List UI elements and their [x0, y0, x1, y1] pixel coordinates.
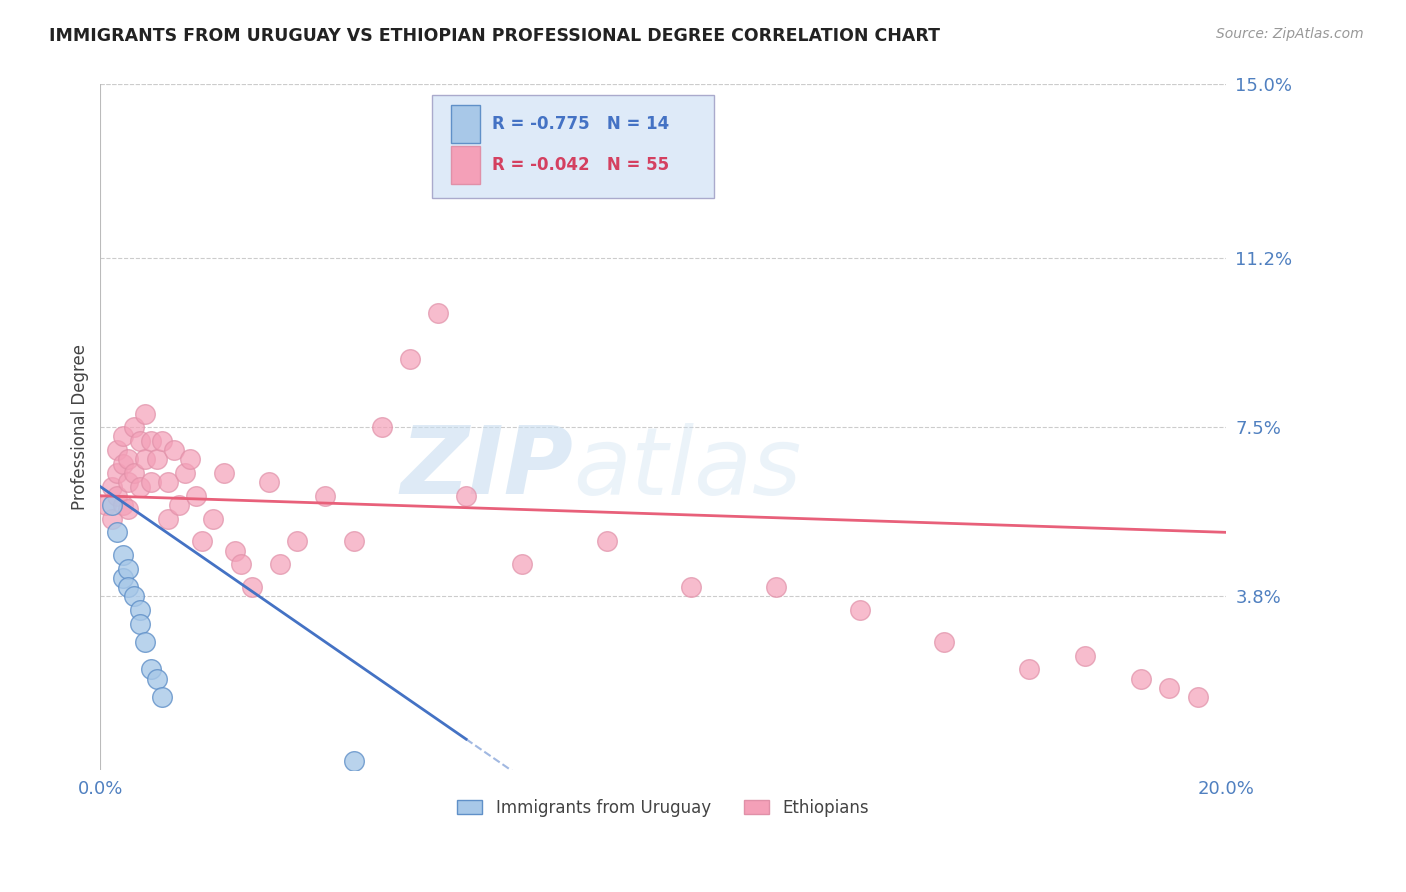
Point [105, 489, 128, 503]
Point [342, 754, 364, 768]
Point [314, 489, 336, 503]
Point [128, 603, 150, 617]
Point [426, 306, 449, 320]
Legend: Immigrants from Uruguay, Ethiopians: Immigrants from Uruguay, Ethiopians [450, 792, 876, 823]
Point [512, 558, 534, 572]
Point [117, 452, 139, 467]
Point [1187, 690, 1209, 704]
Point [765, 580, 787, 594]
Point [111, 429, 134, 443]
Point [134, 635, 156, 649]
Point [139, 663, 162, 677]
Point [117, 475, 139, 489]
FancyBboxPatch shape [432, 95, 714, 197]
Text: atlas: atlas [574, 423, 801, 514]
Text: IMMIGRANTS FROM URUGUAY VS ETHIOPIAN PROFESSIONAL DEGREE CORRELATION CHART: IMMIGRANTS FROM URUGUAY VS ETHIOPIAN PRO… [49, 27, 941, 45]
Point [184, 489, 207, 503]
Point [681, 580, 703, 594]
Point [156, 511, 179, 525]
Point [179, 452, 201, 467]
Point [398, 351, 420, 366]
Point [156, 475, 179, 489]
Point [201, 511, 224, 525]
Point [456, 489, 478, 503]
Point [596, 534, 619, 549]
Point [128, 480, 150, 494]
Point [240, 580, 263, 594]
Text: R = -0.775   N = 14: R = -0.775 N = 14 [492, 115, 669, 133]
Point [162, 443, 184, 458]
Point [128, 616, 150, 631]
Point [117, 502, 139, 516]
Point [117, 580, 139, 594]
Point [150, 690, 173, 704]
Point [100, 498, 122, 512]
Point [849, 603, 872, 617]
Point [111, 498, 134, 512]
Point [285, 534, 308, 549]
Point [1018, 663, 1040, 677]
Point [105, 443, 128, 458]
Y-axis label: Professional Degree: Professional Degree [72, 344, 89, 510]
Point [122, 420, 145, 434]
Text: R = -0.042   N = 55: R = -0.042 N = 55 [492, 156, 669, 174]
Text: Source: ZipAtlas.com: Source: ZipAtlas.com [1216, 27, 1364, 41]
Point [111, 457, 134, 471]
Point [173, 466, 195, 480]
Point [122, 590, 145, 604]
Point [1074, 648, 1097, 663]
Point [122, 466, 145, 480]
Point [111, 571, 134, 585]
Point [145, 452, 167, 467]
Point [100, 511, 122, 525]
Point [111, 548, 134, 562]
Point [1159, 681, 1181, 695]
Point [934, 635, 956, 649]
FancyBboxPatch shape [451, 105, 479, 143]
Point [1130, 672, 1153, 686]
Point [117, 562, 139, 576]
Point [212, 466, 235, 480]
Point [190, 534, 212, 549]
Point [139, 434, 162, 448]
Point [229, 558, 252, 572]
Point [139, 475, 162, 489]
Point [224, 543, 246, 558]
Point [105, 525, 128, 540]
Point [150, 434, 173, 448]
FancyBboxPatch shape [451, 146, 479, 184]
Point [94, 498, 117, 512]
Point [105, 466, 128, 480]
Point [100, 480, 122, 494]
Text: ZIP: ZIP [401, 422, 574, 515]
Point [167, 498, 190, 512]
Point [342, 534, 364, 549]
Point [145, 672, 167, 686]
Point [128, 434, 150, 448]
Point [370, 420, 392, 434]
Point [269, 558, 291, 572]
Point [134, 452, 156, 467]
Point [134, 407, 156, 421]
Point [257, 475, 280, 489]
